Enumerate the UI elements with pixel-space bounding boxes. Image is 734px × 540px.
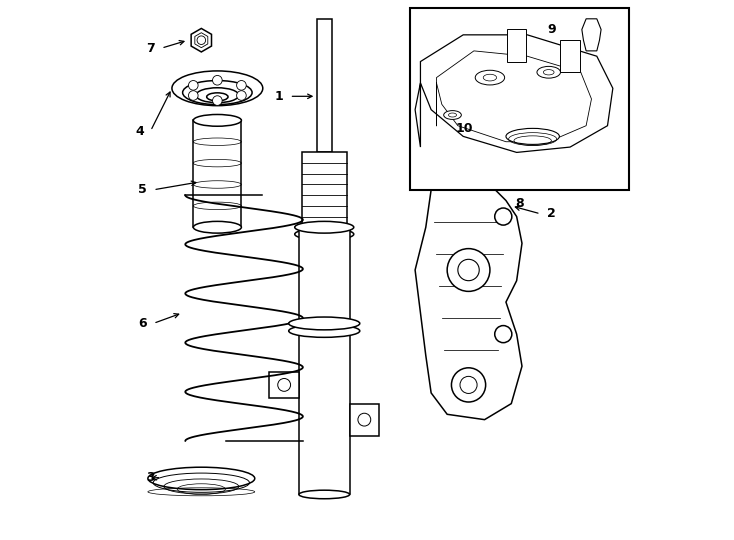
Polygon shape [582, 19, 601, 51]
Circle shape [460, 376, 477, 394]
Bar [410, 8, 629, 190]
Ellipse shape [543, 70, 554, 75]
Circle shape [189, 80, 198, 90]
Bar [507, 30, 526, 62]
Ellipse shape [207, 93, 228, 101]
Circle shape [197, 36, 206, 44]
Text: 10: 10 [455, 122, 473, 135]
Polygon shape [349, 403, 379, 436]
Ellipse shape [443, 111, 462, 119]
Circle shape [458, 259, 479, 281]
Text: 7: 7 [146, 42, 155, 55]
Text: 8: 8 [515, 197, 523, 210]
Ellipse shape [193, 221, 241, 233]
Bar [299, 227, 349, 495]
Polygon shape [415, 137, 522, 420]
Ellipse shape [288, 325, 360, 338]
Ellipse shape [288, 317, 360, 330]
Bar [302, 152, 347, 227]
Circle shape [447, 248, 490, 292]
Circle shape [213, 96, 222, 105]
Ellipse shape [295, 228, 354, 240]
Ellipse shape [295, 221, 354, 233]
Ellipse shape [448, 113, 457, 117]
Polygon shape [437, 134, 495, 168]
Bar [317, 19, 332, 152]
Circle shape [451, 368, 486, 402]
Ellipse shape [193, 114, 241, 126]
Circle shape [213, 76, 222, 85]
Polygon shape [415, 35, 613, 152]
Text: 2: 2 [547, 207, 556, 220]
Ellipse shape [299, 490, 349, 499]
Text: 3: 3 [146, 471, 155, 484]
Ellipse shape [148, 467, 255, 490]
Circle shape [470, 145, 489, 165]
Circle shape [475, 151, 484, 159]
Polygon shape [195, 33, 208, 48]
Circle shape [454, 140, 462, 149]
Ellipse shape [506, 129, 559, 144]
Ellipse shape [537, 66, 561, 78]
Circle shape [236, 91, 246, 100]
Circle shape [495, 208, 512, 225]
Text: 1: 1 [275, 90, 283, 103]
Polygon shape [269, 372, 299, 399]
Ellipse shape [172, 71, 263, 106]
Text: 4: 4 [135, 125, 144, 138]
Ellipse shape [483, 75, 497, 81]
Text: 5: 5 [138, 184, 147, 197]
Text: 6: 6 [138, 317, 147, 330]
Circle shape [189, 91, 198, 100]
Ellipse shape [196, 88, 239, 103]
Circle shape [358, 413, 371, 426]
Circle shape [448, 135, 468, 154]
Text: 9: 9 [547, 23, 556, 36]
Ellipse shape [475, 70, 504, 85]
Circle shape [236, 80, 246, 90]
Bar [561, 40, 580, 72]
Circle shape [495, 326, 512, 343]
Circle shape [277, 379, 291, 392]
Polygon shape [191, 29, 211, 52]
Ellipse shape [183, 80, 252, 105]
